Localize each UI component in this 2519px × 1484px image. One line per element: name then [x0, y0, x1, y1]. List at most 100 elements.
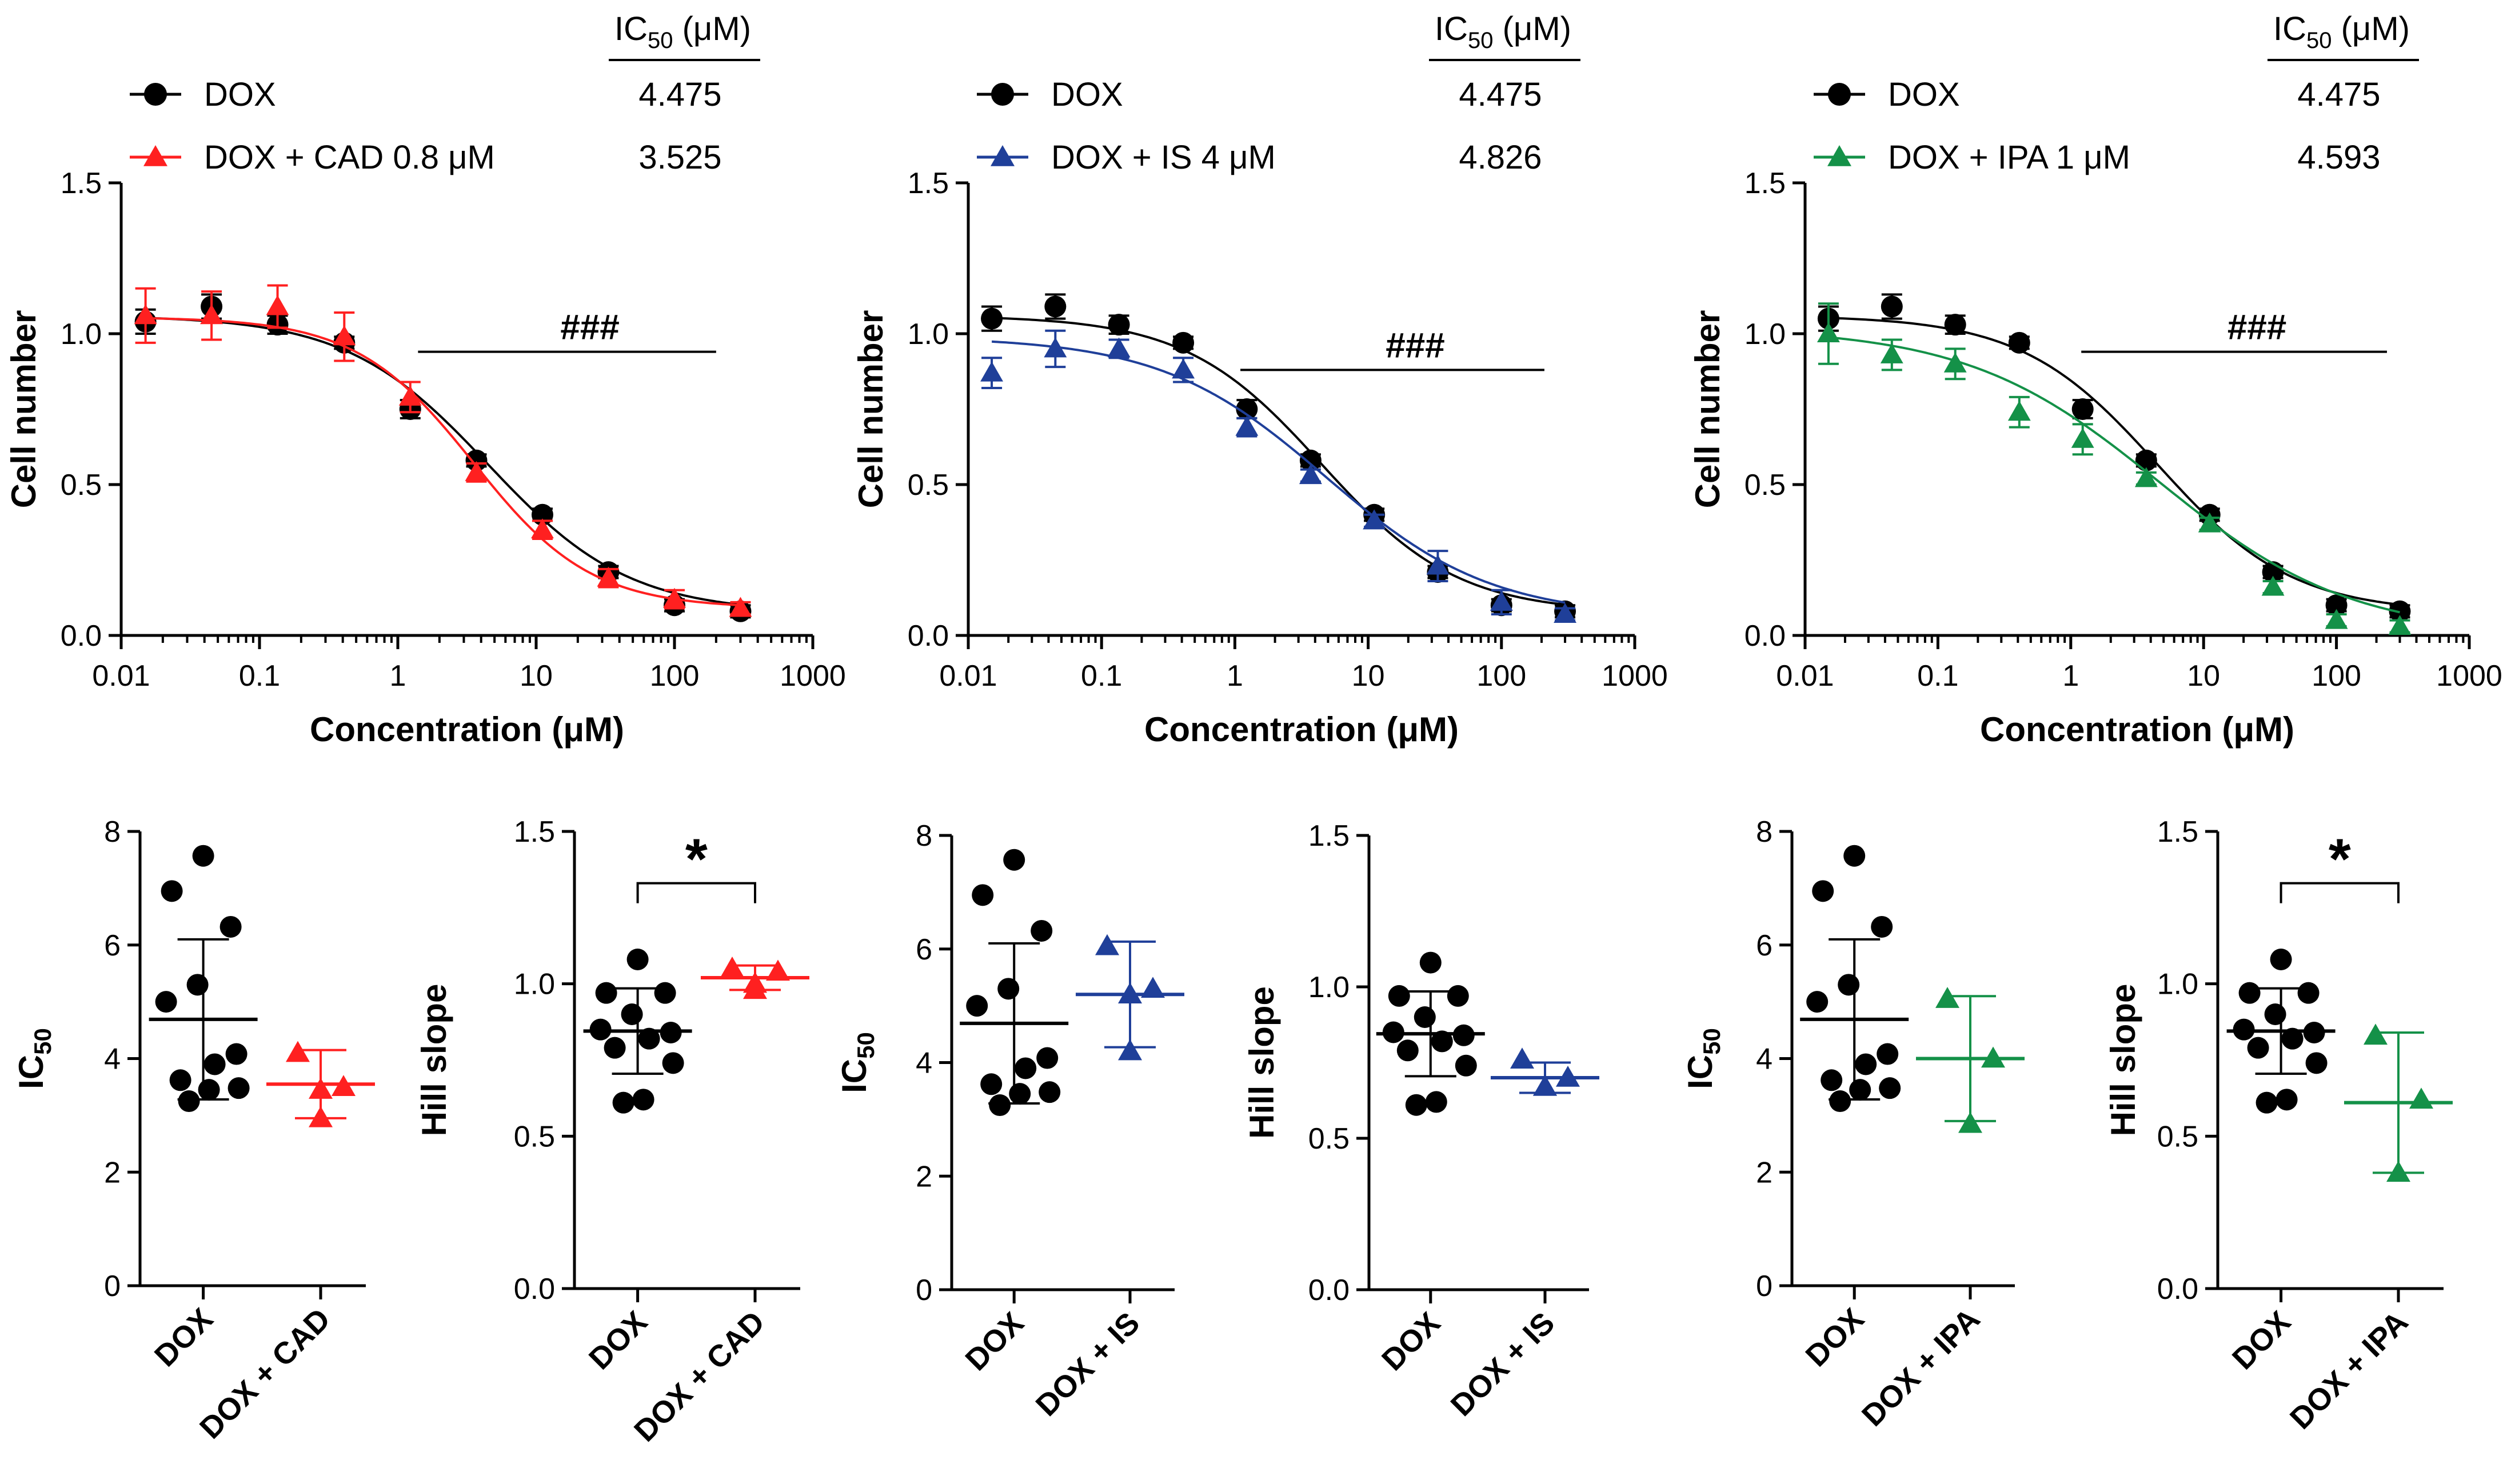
y-tick-label: 6 [916, 933, 932, 966]
category-label: DOX [1799, 1302, 1871, 1373]
legend-marker [143, 145, 167, 166]
legend-marker [991, 145, 1015, 166]
ic50-value: 4.475 [2297, 76, 2380, 113]
data-point [1871, 915, 1893, 938]
data-point [612, 1091, 634, 1114]
data-point [2276, 1089, 2298, 1111]
data-point [595, 982, 617, 1004]
category-label: DOX [148, 1302, 219, 1373]
data-point [2364, 1023, 2388, 1045]
x-tick-label: 1 [2062, 659, 2079, 693]
x-tick-label: 0.01 [1776, 659, 1834, 693]
x-tick-label: 0.1 [239, 659, 280, 693]
data-point [1095, 934, 1119, 955]
data-point [1431, 1030, 1453, 1053]
data-point [286, 1041, 310, 1062]
y-axis-title: IC50 [12, 1028, 56, 1089]
data-point [1419, 951, 1442, 974]
y-axis-title: Hill slope [415, 984, 453, 1137]
x-tick-label: 10 [520, 659, 553, 693]
ic50-value: 4.593 [2297, 139, 2380, 176]
ic50-value: 4.826 [1459, 139, 1542, 176]
y-tick-label: 4 [916, 1047, 932, 1080]
data-point [203, 1053, 226, 1075]
data-point [1414, 1006, 1436, 1028]
y-tick-label: 1.5 [2157, 815, 2198, 849]
data-point [1107, 337, 1131, 358]
data-point [1009, 1083, 1031, 1105]
y-tick-label: 0.0 [1308, 1274, 1350, 1307]
data-point [1849, 1079, 1871, 1101]
y-tick-label: 1.0 [908, 318, 949, 351]
y-tick-label: 2 [916, 1160, 932, 1193]
data-point [225, 1043, 247, 1065]
data-point [966, 995, 988, 1017]
data-point [1172, 331, 1195, 354]
data-point [1554, 603, 1577, 623]
data-point [980, 361, 1004, 382]
data-point [604, 1037, 626, 1059]
ic50-value: 3.525 [638, 139, 721, 176]
y-tick-label: 0.5 [908, 469, 949, 502]
y-tick-label: 1.0 [514, 968, 555, 1001]
dose-response-panel-3: 0.0 0.5 1.0 1.5 0.01 0.1 1 10 100 1000 Concentrati… [1688, 10, 2502, 749]
data-point [2261, 575, 2285, 596]
x-tick-label: 0.1 [1081, 659, 1122, 693]
data-point [1039, 1081, 1061, 1103]
y-axis-title: Hill slope [1243, 986, 1281, 1139]
category-label: DOX + IS [1029, 1306, 1147, 1423]
data-point [1877, 1043, 1899, 1065]
data-point [1363, 509, 1386, 530]
data-point [1958, 1111, 1982, 1133]
category-label: DOX + IPA [2284, 1305, 2415, 1436]
data-point [1388, 985, 1410, 1007]
x-tick-label: 1000 [780, 659, 846, 693]
fit-curve-treatment [145, 317, 741, 607]
category-label: DOX + IS [1444, 1306, 1562, 1423]
data-point [2134, 467, 2158, 487]
data-point [2264, 1003, 2286, 1025]
data-point [1490, 590, 1513, 611]
fit-curve-treatment [991, 340, 1566, 604]
data-point [1299, 464, 1322, 485]
y-tick-label: 2 [104, 1156, 121, 1189]
data-point [161, 880, 183, 902]
y-axis-title: Cell number [852, 310, 890, 509]
legend-marker [1828, 83, 1851, 106]
y-tick-label: 0.5 [61, 469, 102, 502]
data-point [2325, 609, 2348, 629]
data-point [192, 845, 214, 867]
data-point [2071, 398, 2094, 420]
data-point [2238, 982, 2261, 1004]
data-point [266, 295, 289, 315]
data-point [1003, 849, 1025, 871]
y-tick-label: 1.5 [61, 167, 102, 200]
data-point [1838, 974, 1860, 996]
data-point [1405, 1094, 1427, 1116]
data-point [2281, 1027, 2304, 1050]
data-point [1044, 337, 1067, 358]
data-point [2007, 401, 2031, 421]
data-point [1821, 1069, 1843, 1091]
y-tick-label: 1.0 [2157, 968, 2198, 1001]
data-point [200, 304, 223, 325]
ic50-header: IC50 (μM) [1435, 10, 1571, 53]
y-tick-label: 1.5 [514, 815, 555, 849]
data-point [333, 325, 356, 346]
data-point [531, 518, 554, 539]
significance-star: * [685, 827, 708, 891]
y-tick-label: 1.0 [61, 318, 102, 351]
x-tick-label: 0.01 [939, 659, 997, 693]
fit-curve-dox [1828, 317, 2400, 606]
data-point [134, 304, 157, 325]
data-point [1141, 977, 1165, 998]
data-point [1299, 449, 1322, 471]
data-point [398, 385, 422, 406]
dose-response-panel-2: 0.0 0.5 1.0 1.5 0.01 0.1 1 10 100 1000 Concentrati… [852, 10, 1668, 749]
data-point [1843, 845, 1866, 867]
data-point [729, 597, 752, 617]
data-point [227, 1077, 250, 1099]
